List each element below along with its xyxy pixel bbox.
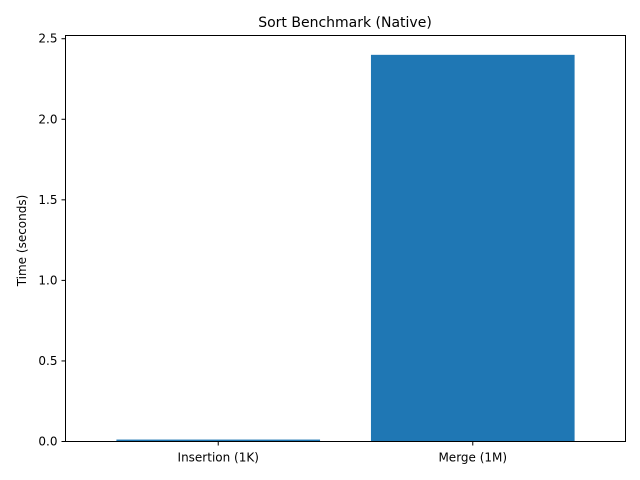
x-tick-label-1: Merge (1M): [438, 451, 507, 465]
x-tick-label-0: Insertion (1K): [178, 451, 259, 465]
y-tick-label-0: 0.0: [38, 435, 57, 449]
y-tick-label-1: 0.5: [38, 354, 57, 368]
y-tick-label-5: 2.5: [38, 32, 57, 46]
y-tick-label-4: 2.0: [38, 112, 57, 126]
y-ticks-group: 0.0 0.5 1.0 1.5 2.0 2.5: [38, 32, 66, 449]
plot-frame: [65, 35, 626, 442]
y-tick-label-3: 1.5: [38, 193, 57, 207]
bar-0: [116, 439, 321, 442]
y-axis-label: Time (seconds): [15, 195, 29, 288]
chart-title: Sort Benchmark (Native): [258, 15, 432, 31]
bar-1: [370, 54, 575, 442]
y-tick-label-2: 1.0: [38, 273, 57, 287]
x-ticks-group: Insertion (1K) Merge (1M): [178, 441, 507, 465]
bars-group: [116, 54, 575, 442]
